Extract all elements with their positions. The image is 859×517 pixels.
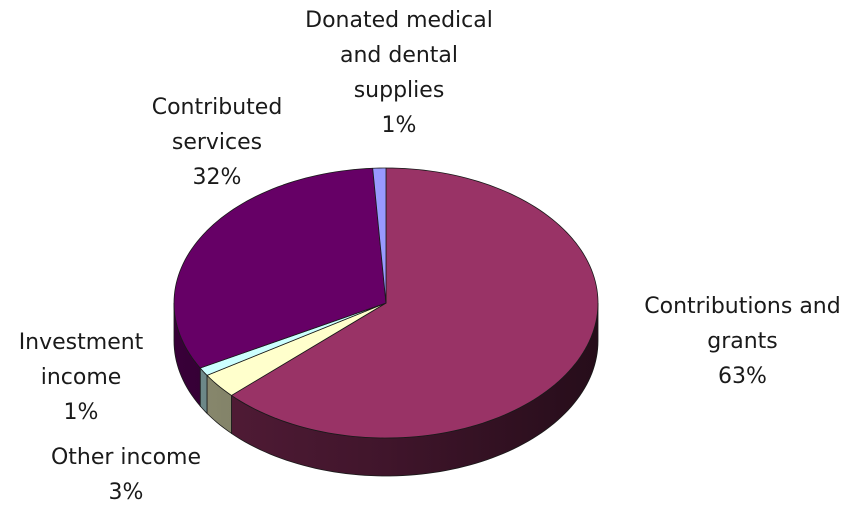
label-line: grants <box>707 329 778 354</box>
pie-slice-contributed-services <box>173 167 387 369</box>
data-label-donated-medical-and-dental-supplies: Donated medical and dental supplies 1% <box>279 3 519 143</box>
label-line: Contributed <box>151 95 283 120</box>
label-line: Donated medical <box>305 8 493 33</box>
label-percent: 3% <box>108 480 144 505</box>
label-line: Investment <box>18 330 144 355</box>
pie-slice-donated-medical-and-dental-supplies <box>372 167 387 304</box>
label-percent: 1% <box>63 400 99 425</box>
data-label-contributed-services: Contributed services 32% <box>117 90 317 195</box>
data-label-investment-income: Investment income 1% <box>0 325 162 430</box>
label-line: supplies <box>353 78 445 103</box>
label-percent: 63% <box>718 364 767 389</box>
data-label-contributions-and-grants: Contributions and grants 63% <box>626 289 859 394</box>
label-line: Other income <box>50 445 202 470</box>
label-line: and dental <box>339 43 459 68</box>
pie-slice-contributions-and-grants <box>231 167 599 439</box>
pie-sides <box>173 302 599 477</box>
data-label-other-income: Other income 3% <box>26 440 226 510</box>
label-line: services <box>171 130 263 155</box>
label-percent: 32% <box>192 165 242 190</box>
pie-slice-other-income <box>206 302 387 396</box>
label-line: Contributions and <box>644 294 841 319</box>
label-percent: 1% <box>381 113 417 138</box>
label-line: income <box>40 365 122 390</box>
pie-tops <box>173 167 599 439</box>
